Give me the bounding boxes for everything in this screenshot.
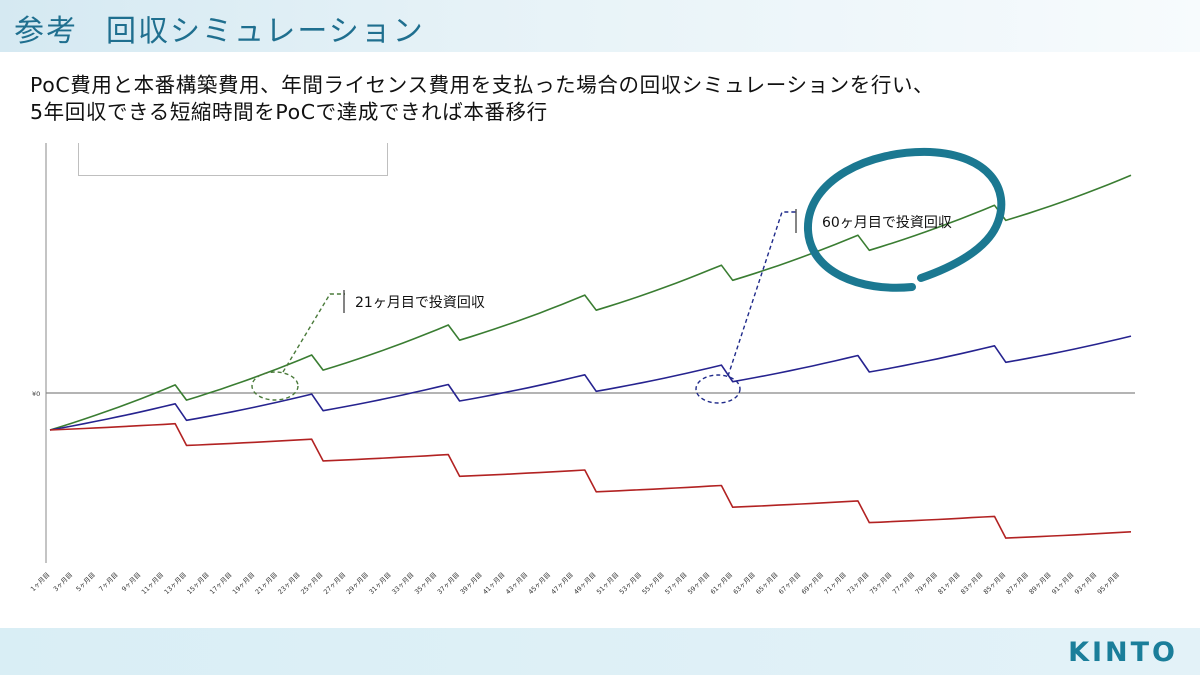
- x-tick-label: 59ヶ月目: [686, 571, 711, 596]
- x-tick-label: 39ヶ月目: [459, 571, 484, 596]
- annotation-21-ellipse: [251, 371, 299, 401]
- x-tick-labels: 1ヶ月目 3ヶ月目 5ヶ月目 7ヶ月目 9ヶ月目11ヶ月目13ヶ月目15ヶ月目17ヶ月目…: [29, 571, 1121, 596]
- recovery-simulation-chart: ¥0 1ヶ月目 3ヶ月目 5ヶ月目 7ヶ月目 9ヶ月目11ヶ月目13ヶ月目15ヶ月目17…: [29, 143, 1135, 596]
- x-tick-label: 95ヶ月目: [1096, 571, 1121, 596]
- series-line-3: [49, 422, 1132, 539]
- x-tick-label: 43ヶ月目: [504, 571, 529, 596]
- x-tick-label: 77ヶ月目: [891, 571, 916, 596]
- annotation-60-leader: [727, 211, 797, 377]
- x-tick-label: 41ヶ月目: [481, 571, 506, 596]
- x-tick-label: 7ヶ月目: [97, 571, 119, 593]
- legend-box: [78, 143, 388, 176]
- x-tick-label: 15ヶ月目: [185, 571, 210, 596]
- kinto-logo: KINTO: [1068, 637, 1178, 668]
- x-tick-label: 33ヶ月目: [390, 571, 415, 596]
- x-tick-label: 31ヶ月目: [367, 571, 392, 596]
- x-tick-label: 21ヶ月目: [254, 571, 279, 596]
- x-tick-label: 67ヶ月目: [777, 571, 802, 596]
- x-tick-label: 61ヶ月目: [709, 571, 734, 596]
- x-tick-label: 73ヶ月目: [845, 571, 870, 596]
- series-line-1: [49, 174, 1132, 431]
- x-tick-label: 89ヶ月目: [1027, 571, 1052, 596]
- x-tick-label: 23ヶ月目: [276, 571, 301, 596]
- zero-label: ¥0: [32, 390, 40, 398]
- section-label: 参考: [14, 14, 78, 49]
- description: PoC費用と本番構築費用、年間ライセンス費用を支払った場合の回収シミュレーション…: [30, 72, 934, 126]
- x-tick-label: 55ヶ月目: [641, 571, 666, 596]
- annotation-60-text: 60ヶ月目で投資回収: [822, 215, 952, 231]
- x-tick-label: 83ヶ月目: [959, 571, 984, 596]
- x-tick-label: 91ヶ月目: [1050, 571, 1075, 596]
- x-tick-label: 13ヶ月目: [163, 571, 188, 596]
- x-tick-label: 37ヶ月目: [436, 571, 461, 596]
- series-line-2: [49, 335, 1132, 431]
- annotation-60-months: 60ヶ月目で投資回収: [695, 147, 1006, 404]
- x-tick-label: 87ヶ月目: [1005, 571, 1030, 596]
- x-tick-label: 47ヶ月目: [550, 571, 575, 596]
- x-tick-label: 45ヶ月目: [527, 571, 552, 596]
- x-tick-label: 25ヶ月目: [299, 571, 324, 596]
- x-tick-label: 3ヶ月目: [52, 571, 74, 593]
- x-tick-label: 81ヶ月目: [936, 571, 961, 596]
- x-tick-label: 63ヶ月目: [732, 571, 757, 596]
- x-tick-label: 85ヶ月目: [982, 571, 1007, 596]
- x-tick-label: 35ヶ月目: [413, 571, 438, 596]
- description-line-2: 5年回収できる短縮時間をPoCで達成できれば本番移行: [30, 100, 548, 124]
- x-tick-label: 49ヶ月目: [572, 571, 597, 596]
- x-tick-label: 29ヶ月目: [345, 571, 370, 596]
- x-tick-label: 19ヶ月目: [231, 571, 256, 596]
- x-tick-label: 51ヶ月目: [595, 571, 620, 596]
- x-tick-label: 5ヶ月目: [75, 571, 97, 593]
- x-tick-label: 57ヶ月目: [663, 571, 688, 596]
- annotation-21-text: 21ヶ月目で投資回収: [355, 295, 485, 311]
- annotation-60-ellipse: [695, 374, 741, 404]
- x-tick-label: 75ヶ月目: [868, 571, 893, 596]
- x-tick-label: 69ヶ月目: [800, 571, 825, 596]
- page-title: 回収シミュレーション: [106, 14, 425, 49]
- x-tick-label: 53ヶ月目: [618, 571, 643, 596]
- x-tick-label: 27ヶ月目: [322, 571, 347, 596]
- title-bar: 参考 回収シミュレーション: [0, 0, 1200, 52]
- x-tick-label: 11ヶ月目: [140, 571, 165, 596]
- x-tick-label: 1ヶ月目: [29, 571, 51, 593]
- x-tick-label: 17ヶ月目: [208, 571, 233, 596]
- highlight-circle: [803, 147, 1006, 292]
- x-tick-label: 65ヶ月目: [754, 571, 779, 596]
- series-lines: [49, 174, 1132, 539]
- description-line-1: PoC費用と本番構築費用、年間ライセンス費用を支払った場合の回収シミュレーション…: [30, 73, 935, 97]
- footer: KINTO: [0, 628, 1200, 675]
- x-tick-label: 9ヶ月目: [120, 571, 142, 593]
- annotation-21-leader: [282, 293, 345, 373]
- x-tick-label: 93ヶ月目: [1073, 571, 1098, 596]
- x-tick-label: 71ヶ月目: [823, 571, 848, 596]
- annotation-21-months: 21ヶ月目で投資回収: [251, 290, 485, 401]
- x-tick-label: 79ヶ月目: [914, 571, 939, 596]
